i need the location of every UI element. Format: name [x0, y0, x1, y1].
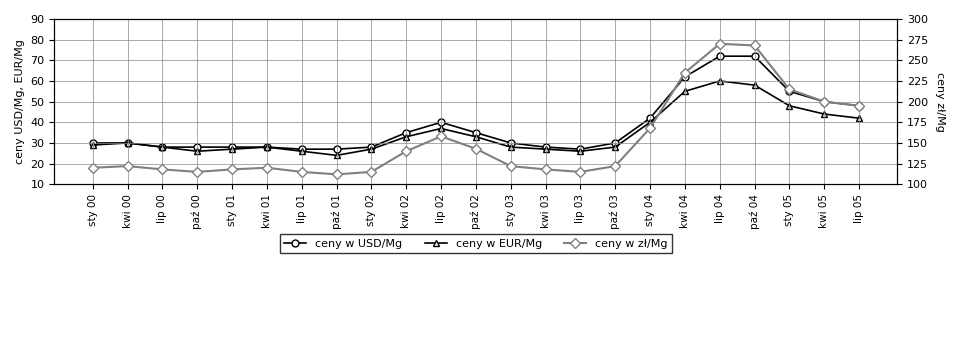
ceny w EUR/Mg — [470, 135, 482, 139]
ceny w USD/Mg — [819, 99, 830, 104]
ceny w zł/Mg — [261, 166, 273, 170]
ceny w zł/Mg — [783, 87, 795, 91]
ceny w zł/Mg — [819, 99, 830, 104]
ceny w EUR/Mg — [87, 143, 99, 147]
ceny w EUR/Mg — [783, 104, 795, 108]
ceny w zł/Mg — [156, 167, 168, 172]
ceny w EUR/Mg — [400, 135, 412, 139]
ceny w zł/Mg — [610, 164, 621, 168]
ceny w EUR/Mg — [575, 149, 587, 153]
ceny w USD/Mg — [122, 141, 133, 145]
ceny w EUR/Mg — [714, 79, 726, 83]
ceny w zł/Mg — [679, 71, 690, 75]
ceny w EUR/Mg — [749, 83, 760, 87]
ceny w EUR/Mg — [122, 141, 133, 145]
ceny w zł/Mg — [366, 170, 377, 174]
ceny w EUR/Mg — [156, 145, 168, 149]
ceny w zł/Mg — [714, 42, 726, 46]
ceny w EUR/Mg — [540, 147, 551, 151]
ceny w USD/Mg — [470, 131, 482, 135]
ceny w USD/Mg — [87, 141, 99, 145]
ceny w USD/Mg — [575, 147, 587, 151]
ceny w zł/Mg — [227, 167, 238, 172]
Line: ceny w USD/Mg: ceny w USD/Mg — [89, 53, 862, 153]
ceny w USD/Mg — [400, 131, 412, 135]
ceny w zł/Mg — [400, 149, 412, 153]
ceny w zł/Mg — [191, 170, 203, 174]
ceny w zł/Mg — [122, 164, 133, 168]
ceny w USD/Mg — [749, 54, 760, 58]
ceny w USD/Mg — [366, 145, 377, 149]
ceny w zł/Mg — [331, 172, 343, 176]
ceny w USD/Mg — [156, 145, 168, 149]
ceny w EUR/Mg — [644, 120, 656, 124]
ceny w zł/Mg — [749, 43, 760, 48]
ceny w EUR/Mg — [366, 147, 377, 151]
ceny w USD/Mg — [679, 75, 690, 79]
ceny w EUR/Mg — [227, 147, 238, 151]
Line: ceny w zł/Mg: ceny w zł/Mg — [89, 40, 862, 178]
ceny w zł/Mg — [853, 104, 865, 108]
Y-axis label: ceny USD/Mg, EUR/Mg: ceny USD/Mg, EUR/Mg — [15, 39, 25, 164]
ceny w USD/Mg — [261, 145, 273, 149]
ceny w EUR/Mg — [331, 153, 343, 158]
ceny w USD/Mg — [331, 147, 343, 151]
ceny w USD/Mg — [853, 104, 865, 108]
ceny w USD/Mg — [505, 141, 516, 145]
ceny w zł/Mg — [435, 134, 446, 139]
Y-axis label: ceny zł/Mg: ceny zł/Mg — [935, 72, 945, 132]
Line: ceny w EUR/Mg: ceny w EUR/Mg — [89, 77, 862, 159]
ceny w EUR/Mg — [261, 145, 273, 149]
ceny w zł/Mg — [505, 164, 516, 168]
ceny w zł/Mg — [296, 170, 307, 174]
ceny w USD/Mg — [191, 145, 203, 149]
ceny w EUR/Mg — [679, 89, 690, 93]
ceny w zł/Mg — [540, 167, 551, 172]
ceny w USD/Mg — [610, 141, 621, 145]
ceny w EUR/Mg — [191, 149, 203, 153]
ceny w EUR/Mg — [610, 145, 621, 149]
ceny w USD/Mg — [435, 120, 446, 124]
ceny w EUR/Mg — [505, 145, 516, 149]
ceny w zł/Mg — [644, 126, 656, 130]
ceny w USD/Mg — [227, 145, 238, 149]
ceny w zł/Mg — [575, 170, 587, 174]
ceny w USD/Mg — [714, 54, 726, 58]
ceny w USD/Mg — [644, 116, 656, 120]
ceny w zł/Mg — [87, 166, 99, 170]
Legend: ceny w USD/Mg, ceny w EUR/Mg, ceny w zł/Mg: ceny w USD/Mg, ceny w EUR/Mg, ceny w zł/… — [279, 234, 672, 253]
ceny w USD/Mg — [296, 147, 307, 151]
ceny w EUR/Mg — [435, 126, 446, 131]
ceny w USD/Mg — [540, 145, 551, 149]
ceny w EUR/Mg — [819, 112, 830, 116]
ceny w zł/Mg — [470, 147, 482, 151]
ceny w USD/Mg — [783, 89, 795, 93]
ceny w EUR/Mg — [296, 149, 307, 153]
ceny w EUR/Mg — [853, 116, 865, 120]
